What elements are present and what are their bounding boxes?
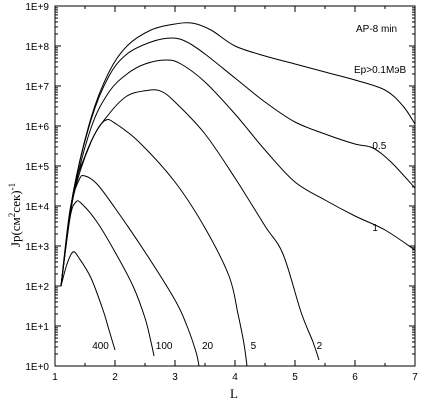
y-tick-label: 1E+0 [25,362,49,373]
y-tick-label-base: 1E+ [25,122,43,133]
curve-labels: 400 100 20 5 2 1 0.5 [92,141,387,352]
flux-curve [60,174,200,367]
flux-curve [60,251,116,351]
y-axis-title-sup2: -1 [7,183,17,191]
y-tick-label: 1E+7 [25,82,49,93]
plot-border [54,5,416,367]
x-tick-label: 3 [172,372,178,383]
y-tick-label-exp: 7 [43,82,49,93]
y-tick-label-exp: 8 [43,42,49,53]
y-tick-label-base: 1E+0 [25,362,49,373]
y-tick-label: 1E+5 [25,162,49,173]
flux-curve [60,59,416,287]
y-axis-title-main: Jp(см [8,217,23,247]
y-tick-label-exp: 6 [43,122,49,133]
y-tick-label-exp: 2 [43,282,49,293]
y-tick-label-base: 1E+ [25,282,43,293]
curve-label: 400 [92,341,109,352]
y-tick-label-exp: 3 [43,242,49,253]
flux-curve [60,119,248,367]
x-tick-label: 1 [52,372,58,383]
y-tick-label-base: 1E+ [25,42,43,53]
y-tick-label-exp: 4 [43,202,49,213]
flux-curves [60,22,416,367]
y-tick-label-base: 1E+ [25,82,43,93]
y-tick-label-base: 1E+9 [25,2,49,13]
flux-curve [60,200,155,357]
y-axis-title-mid: сек) [8,190,23,212]
y-tick-label-base: 1E+ [25,242,43,253]
flux-curve [60,37,416,287]
x-tick-label: 6 [352,372,358,383]
y-tick-label-base: 1E+ [25,202,43,213]
y-tick-label: 1E+8 [25,42,49,53]
flux-curve [60,89,320,361]
curve-label: 100 [156,341,173,352]
y-tick-label: 1E+9 [25,2,49,13]
y-tick-label-exp: 5 [43,162,49,173]
curve-label: 1 [372,223,378,234]
y-tick-label: 1E+2 [25,282,49,293]
y-tick-label: 1E+3 [25,242,49,253]
axis-ticks: 1E+01E+11E+21E+31E+41E+51E+61E+71E+81E+9… [25,2,418,383]
x-tick-label: 4 [232,372,238,383]
curve-label: 0.5 [372,141,386,152]
plot-frame [54,5,416,367]
y-tick-label-base: 1E+1 [25,322,49,333]
y-tick-label: 1E+4 [25,202,49,213]
y-axis-title: Jp(см2сек)-1 [7,183,23,247]
model-annotation: AP-8 min [356,24,397,35]
curve-label: 2 [317,341,323,352]
x-tick-label: 5 [292,372,298,383]
curve-label: 20 [202,341,214,352]
curve-label: 5 [251,341,257,352]
y-tick-label-base: 1E+ [25,162,43,173]
y-tick-label: 1E+6 [25,122,49,133]
energy-annotation: Ep>0.1МэВ [354,65,407,76]
x-axis-title: L [230,386,238,401]
y-axis-title-sup1: 2 [7,213,17,218]
x-tick-label: 2 [112,372,118,383]
y-tick-label: 1E+1 [25,322,49,333]
x-tick-label: 7 [412,372,418,383]
flux-curve [60,22,416,287]
